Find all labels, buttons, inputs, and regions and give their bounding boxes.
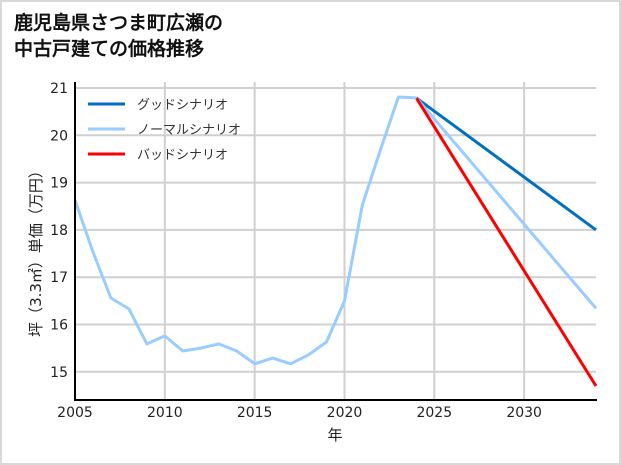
data-lines	[73, 95, 598, 387]
x-axis-label: 年	[327, 426, 342, 444]
x-tick-label: 2025	[416, 405, 452, 421]
y-tick-label: 18	[50, 223, 68, 239]
y-tick-label: 21	[50, 81, 68, 97]
x-tick-labels: 2005 2010 2015 2020 2025 2030	[57, 405, 542, 421]
title-line-1: 鹿児島県さつま町広瀬の	[14, 12, 224, 34]
x-tick-label: 2020	[327, 405, 363, 421]
title-line-2: 中古戸建ての価格推移	[14, 38, 205, 60]
y-tick-label: 17	[50, 270, 68, 286]
y-tick-label: 19	[50, 176, 68, 192]
x-tick-label: 2030	[506, 405, 542, 421]
x-tick-label: 2010	[147, 405, 183, 421]
x-tick-label: 2005	[57, 405, 93, 421]
y-tick-label: 16	[50, 318, 68, 334]
legend-label: ノーマルシナリオ	[137, 123, 241, 138]
series-line	[73, 95, 417, 366]
series-line	[415, 96, 598, 310]
series-line	[415, 96, 597, 232]
y-tick-labels: 21 20 19 18 17 16 15	[50, 81, 68, 381]
chart-title: 鹿児島県さつま町広瀬の 中古戸建ての価格推移	[14, 10, 223, 62]
y-tick-label: 20	[50, 128, 68, 144]
legend-label: グッドシナリオ	[137, 98, 228, 113]
series-line	[415, 97, 598, 387]
legend-label: バッドシナリオ	[137, 148, 228, 163]
y-axis-label: 坪（3.3㎡）単価（万円）	[27, 163, 45, 337]
x-tick-label: 2015	[237, 405, 273, 421]
y-tick-label: 15	[50, 365, 68, 381]
